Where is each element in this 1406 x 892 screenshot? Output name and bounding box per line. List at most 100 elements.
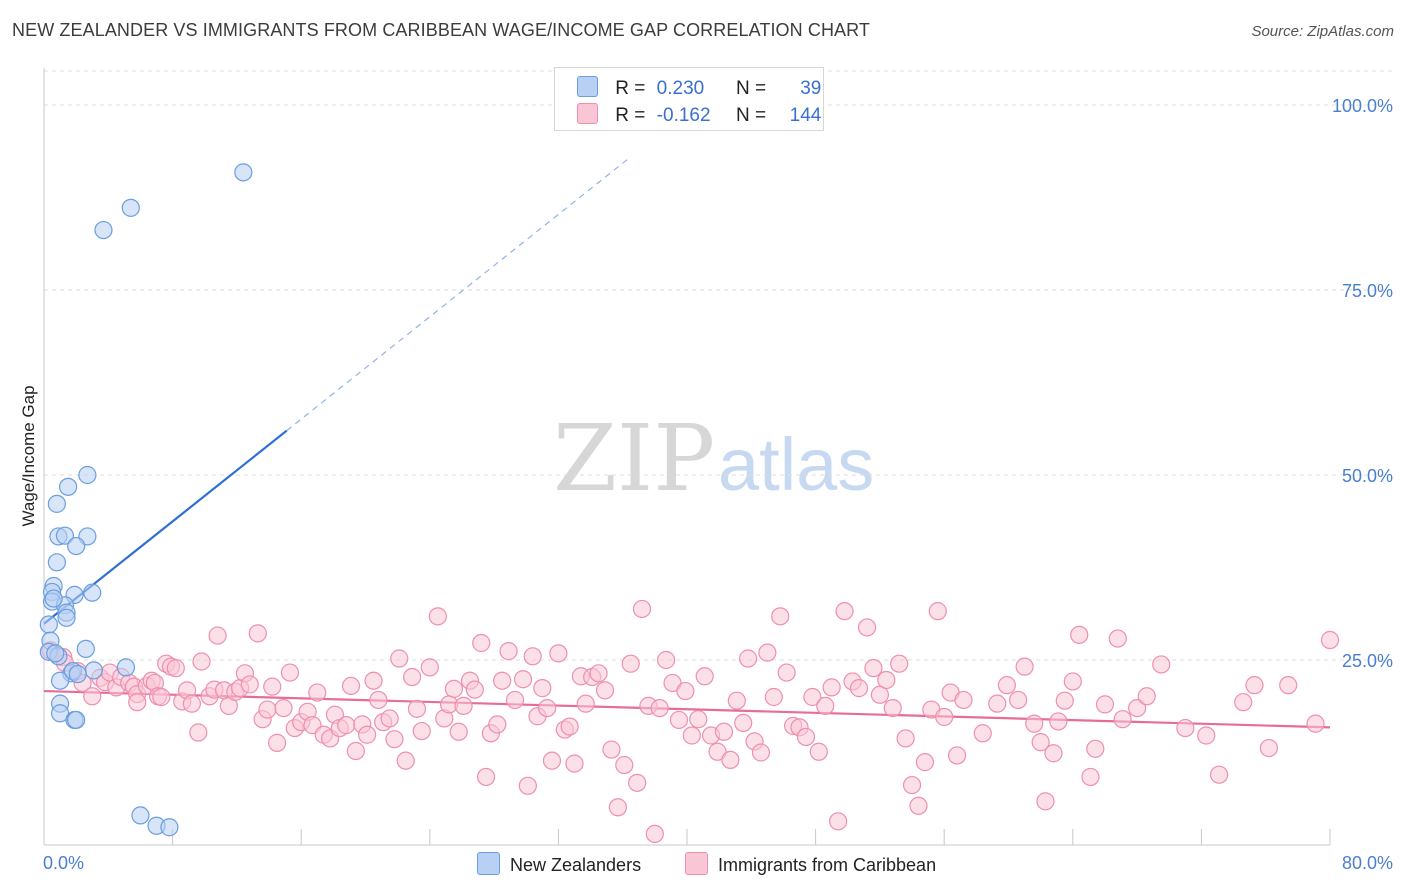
legend-row-immigrants-from-caribbean: R = -0.162 N = 144 xyxy=(577,103,821,127)
legend-row-new-zealanders: R = 0.230 N = 39 xyxy=(577,76,821,100)
caribbean-point xyxy=(695,667,714,686)
new-zealanders-point xyxy=(59,477,78,496)
caribbean-point xyxy=(928,602,947,621)
caribbean-point xyxy=(758,643,777,662)
caribbean-point xyxy=(523,647,542,666)
caribbean-point xyxy=(346,741,365,761)
caribbean-point xyxy=(988,694,1007,713)
caribbean-point xyxy=(274,698,293,718)
caribbean-point xyxy=(358,725,377,744)
new-zealanders-point xyxy=(94,220,113,240)
caribbean-point xyxy=(1259,738,1279,758)
caribbean-point xyxy=(166,659,185,678)
caribbean-point xyxy=(1113,710,1132,729)
caribbean-point xyxy=(803,687,822,707)
caribbean-point xyxy=(1095,695,1115,714)
caribbean-point xyxy=(1234,693,1253,712)
caribbean-point xyxy=(412,721,431,741)
caribbean-point xyxy=(1279,676,1298,695)
caribbean-point xyxy=(1044,744,1063,763)
new-zealanders-point xyxy=(57,608,76,627)
new-zealanders-point xyxy=(44,589,63,608)
legend-swatch-pink xyxy=(685,852,708,875)
caribbean-point xyxy=(476,767,496,787)
new-zealanders-point xyxy=(131,806,150,825)
caribbean-point xyxy=(1015,657,1034,676)
caribbean-point xyxy=(1025,714,1044,733)
caribbean-point xyxy=(472,633,491,653)
caribbean-point xyxy=(727,691,746,710)
new-zealanders-point xyxy=(39,615,58,634)
n-value: 39 xyxy=(800,78,822,99)
new-zealanders-point xyxy=(68,664,87,684)
caribbean-point xyxy=(595,681,615,700)
caribbean-point xyxy=(518,776,537,795)
caribbean-point xyxy=(549,644,568,663)
caribbean-point xyxy=(1152,655,1171,674)
y-tick-label: 50.0% xyxy=(1342,466,1393,486)
caribbean-point xyxy=(1086,739,1105,758)
caribbean-point xyxy=(1081,767,1100,787)
caribbean-point xyxy=(909,796,928,815)
new-zealanders-point xyxy=(47,553,66,572)
caribbean-point xyxy=(796,727,816,747)
caribbean-point xyxy=(1320,630,1340,650)
caribbean-point xyxy=(650,698,669,718)
y-tick-label: 75.0% xyxy=(1342,281,1393,301)
new-zealanders-point xyxy=(67,536,86,556)
legend-label: Immigrants from Caribbean xyxy=(718,855,937,875)
caribbean-point xyxy=(738,649,758,668)
x-tick-label-min: 0.0% xyxy=(43,853,84,873)
caribbean-point xyxy=(248,624,267,643)
caribbean-point xyxy=(403,667,422,687)
caribbean-point xyxy=(714,722,734,741)
caribbean-point xyxy=(1108,629,1127,648)
caribbean-point xyxy=(533,679,552,698)
caribbean-point xyxy=(341,676,361,696)
caribbean-point xyxy=(390,649,409,668)
legend-item-new-zealanders: New Zealanders xyxy=(477,852,641,876)
n-value: 144 xyxy=(789,105,822,126)
caribbean-point xyxy=(513,670,533,689)
new-zealanders-point xyxy=(78,465,97,485)
legend-swatch-blue xyxy=(477,852,500,875)
caribbean-point xyxy=(208,626,227,645)
caribbean-point xyxy=(621,654,640,673)
n-label: N = xyxy=(735,78,767,99)
caribbean-point xyxy=(822,678,841,697)
caribbean-point xyxy=(189,723,208,742)
new-zealanders-point xyxy=(47,494,66,513)
new-zealanders-trend-extension xyxy=(286,156,632,432)
caribbean-point xyxy=(565,754,584,773)
new-zealanders-point xyxy=(116,658,136,677)
caribbean-point xyxy=(240,675,259,694)
axes xyxy=(43,68,1331,846)
caribbean-point xyxy=(1036,792,1055,811)
caribbean-point xyxy=(615,755,634,775)
r-value: 0.230 xyxy=(656,78,705,99)
caribbean-point xyxy=(576,694,595,713)
caribbean-point xyxy=(560,717,579,736)
caribbean-point xyxy=(771,607,790,626)
caribbean-point xyxy=(83,687,102,706)
y-tick-label: 100.0% xyxy=(1332,96,1393,116)
x-tick-label-max: 80.0% xyxy=(1342,853,1393,873)
caribbean-point xyxy=(657,650,676,670)
new-zealanders-point xyxy=(50,671,70,690)
caribbean-point xyxy=(734,713,753,733)
caribbean-point xyxy=(835,602,854,621)
legend-swatch-blue xyxy=(577,76,598,97)
caribbean-point xyxy=(997,676,1016,695)
caribbean-point xyxy=(263,677,282,696)
caribbean-point xyxy=(152,687,171,707)
caribbean-point xyxy=(857,618,877,637)
new-zealanders-point xyxy=(234,163,253,182)
caribbean-point xyxy=(1070,625,1089,644)
series-legend: New Zealanders Immigrants from Caribbean xyxy=(0,852,1406,878)
caribbean-point xyxy=(267,733,287,752)
caribbean-point xyxy=(777,663,796,682)
caribbean-point xyxy=(764,687,783,707)
caribbean-point xyxy=(1197,726,1216,745)
caribbean-point xyxy=(751,743,771,762)
caribbean-point xyxy=(947,746,967,765)
